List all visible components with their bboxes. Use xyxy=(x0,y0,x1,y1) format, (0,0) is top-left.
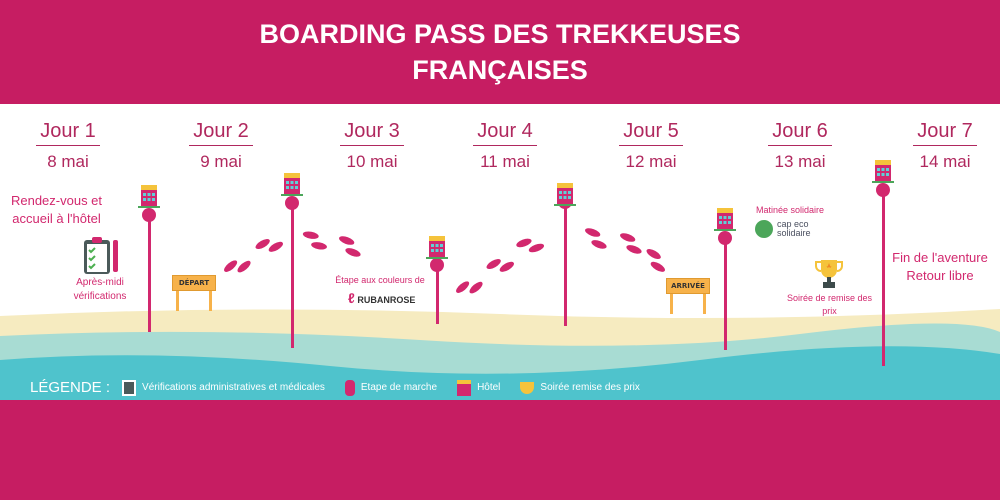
title-banner: BOARDING PASS DES TREKKEUSES FRANÇAISES xyxy=(0,0,1000,104)
timeline-pole xyxy=(882,190,885,366)
legend-title: LÉGENDE : xyxy=(30,379,111,396)
matinee-text: Matinée solidaire xyxy=(755,205,825,215)
arrivee-label: ARRIVÉE xyxy=(671,282,705,290)
day-7: Jour 7 14 mai xyxy=(885,120,1000,172)
legend-label: Etape de marche xyxy=(360,382,438,393)
timeline-dot xyxy=(285,196,299,210)
hotel-icon xyxy=(281,173,303,196)
day-label: Jour 6 xyxy=(768,120,832,146)
timeline-pole xyxy=(436,265,439,324)
timeline-pole xyxy=(148,215,151,332)
legend: LÉGENDE : Vérifications administratives … xyxy=(30,379,640,396)
day-label: Jour 7 xyxy=(913,120,977,146)
cap-eco-solidaire-logo: cap eco solidaire xyxy=(755,220,821,238)
day-date: 14 mai xyxy=(919,152,971,171)
soiree-text: Soirée de remise des prix xyxy=(786,293,873,316)
legend-label: Vérifications administratives et médical… xyxy=(142,382,325,393)
trophy-icon xyxy=(520,381,535,394)
hotel-icon xyxy=(426,236,448,259)
timeline-dot xyxy=(876,183,890,197)
day-date: 12 mai xyxy=(625,152,677,171)
clipboard-icon xyxy=(122,379,137,396)
day-4: Jour 4 11 mai xyxy=(445,120,565,172)
legend-label: Hôtel xyxy=(477,382,501,393)
legend-label: Soirée remise des prix xyxy=(540,382,640,393)
timeline-dot xyxy=(430,258,444,272)
verif-text: Après-midi vérifications xyxy=(73,277,127,302)
day-date: 9 mai xyxy=(200,152,242,171)
footprints-icon xyxy=(344,379,355,396)
timeline-dot xyxy=(142,208,156,222)
beach-background xyxy=(0,309,1000,400)
day-label: Jour 2 xyxy=(189,120,253,146)
day-6: Jour 6 13 mai xyxy=(740,120,860,172)
day-1: Jour 1 8 mai xyxy=(8,120,128,172)
ruban-rose-logo: ℓ RUBANROSE xyxy=(348,290,416,306)
title-line-1: BOARDING PASS DES TREKKEUSES xyxy=(259,19,741,49)
hotel-icon xyxy=(872,160,894,183)
day-label: Jour 3 xyxy=(340,120,404,146)
timeline-pole xyxy=(291,203,294,348)
trophy-icon xyxy=(815,260,843,288)
day-date: 10 mai xyxy=(346,152,398,171)
timeline-pole xyxy=(564,202,567,326)
day-date: 11 mai xyxy=(480,152,530,171)
depart-label: DÉPART xyxy=(178,279,210,287)
clipboard-icon xyxy=(84,237,118,274)
hotel-icon xyxy=(714,208,736,231)
ruban-intro: Étape aux couleurs de xyxy=(335,275,425,285)
day-date: 8 mai xyxy=(47,152,89,171)
footer-band xyxy=(0,400,1000,500)
depart-sign: DÉPART xyxy=(172,275,216,311)
day-date: 13 mai xyxy=(774,152,826,171)
rdv-text: Rendez-vous et accueil à l'hôtel xyxy=(10,193,103,226)
day-label: Jour 4 xyxy=(473,120,537,146)
fin-text: Fin de l'aventure Retour libre xyxy=(892,250,988,283)
timeline-pole xyxy=(724,238,727,350)
hotel-icon xyxy=(138,185,160,208)
timeline-dot xyxy=(718,231,732,245)
title-line-2: FRANÇAISES xyxy=(412,55,588,85)
day-3: Jour 3 10 mai xyxy=(312,120,432,172)
arrivee-sign: ARRIVÉE xyxy=(666,278,710,314)
day-5: Jour 5 12 mai xyxy=(591,120,711,172)
day-label: Jour 5 xyxy=(619,120,683,146)
hotel-icon xyxy=(457,379,472,396)
hotel-icon xyxy=(554,183,576,206)
day-2: Jour 2 9 mai xyxy=(161,120,281,172)
day-label: Jour 1 xyxy=(36,120,100,146)
timeline-scene xyxy=(0,104,1000,400)
